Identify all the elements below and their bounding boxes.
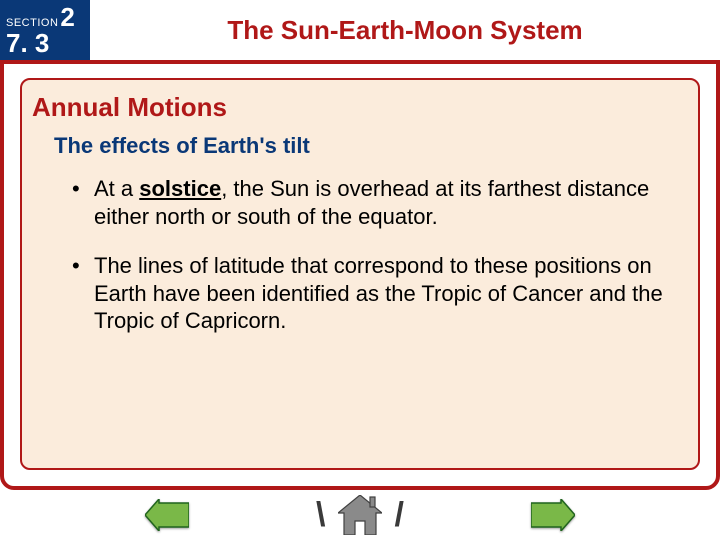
bullet-list: At a solstice, the Sun is overhead at it… (72, 175, 668, 335)
prev-button[interactable] (144, 497, 190, 533)
home-icon (338, 495, 382, 535)
nav-bar: \ / (0, 490, 720, 540)
next-button[interactable] (530, 497, 576, 533)
slide-header: SECTION 2 7. 3 The Sun-Earth-Moon System (0, 0, 720, 60)
arrow-left-icon (145, 499, 189, 531)
arrow-right-icon (531, 499, 575, 531)
section-chapter: 2 (60, 4, 74, 30)
list-item: The lines of latitude that correspond to… (72, 252, 668, 335)
content-frame: Annual Motions The effects of Earth's ti… (0, 60, 720, 490)
text-run: The lines of latitude that correspond to… (94, 253, 663, 333)
content-subheading: The effects of Earth's tilt (54, 133, 688, 159)
content-panel: Annual Motions The effects of Earth's ti… (20, 78, 700, 470)
slide-title: The Sun-Earth-Moon System (90, 0, 720, 60)
section-number: 7. 3 (6, 30, 90, 56)
slash-right-icon: / (395, 496, 404, 535)
section-box: SECTION 2 7. 3 (0, 0, 90, 60)
slash-left-icon: \ (316, 496, 325, 535)
list-item: At a solstice, the Sun is overhead at it… (72, 175, 668, 230)
content-heading: Annual Motions (32, 92, 688, 123)
text-run: solstice (139, 176, 221, 201)
home-button[interactable]: \ / (330, 492, 390, 538)
text-run: At a (94, 176, 139, 201)
